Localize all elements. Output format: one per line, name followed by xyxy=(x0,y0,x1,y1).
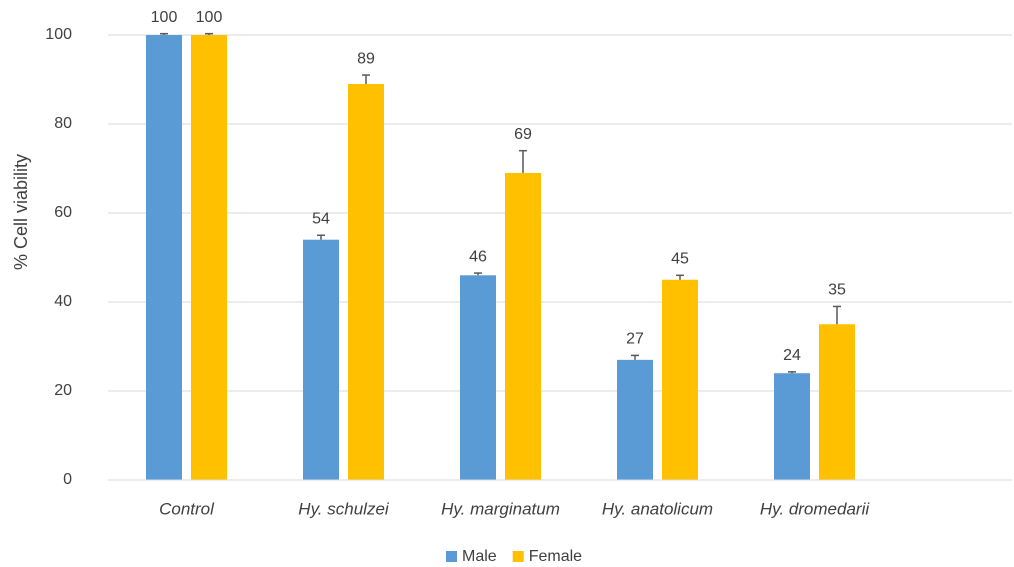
error-bar xyxy=(631,354,639,360)
bar xyxy=(303,239,339,480)
data-label: 24 xyxy=(783,347,801,364)
error-bar xyxy=(788,371,796,374)
x-tick-label: Hy. anatolicum xyxy=(602,499,713,518)
data-label: 45 xyxy=(671,251,689,268)
data-label: 54 xyxy=(312,210,330,227)
bar xyxy=(505,172,541,480)
x-tick-label: Hy. dromedarii xyxy=(760,499,870,518)
legend-swatch xyxy=(446,551,457,562)
bar xyxy=(617,359,653,480)
bar xyxy=(819,324,855,480)
y-tick-label: 20 xyxy=(54,382,72,399)
data-label: 27 xyxy=(626,331,644,348)
y-tick-label: 40 xyxy=(54,293,72,310)
error-bar xyxy=(205,32,213,35)
y-axis-title: % Cell viability xyxy=(11,154,31,270)
error-bar xyxy=(519,149,527,173)
legend-label: Male xyxy=(462,548,497,565)
error-bar xyxy=(676,274,684,280)
bar xyxy=(146,35,182,480)
x-tick-label: Control xyxy=(159,499,215,518)
bar xyxy=(191,35,227,480)
bar xyxy=(662,279,698,480)
legend-label: Female xyxy=(529,548,582,565)
bar xyxy=(460,275,496,480)
x-tick-label: Hy. schulzei xyxy=(298,499,390,518)
data-label: 46 xyxy=(469,248,487,265)
error-bar xyxy=(474,272,482,276)
data-label: 100 xyxy=(151,9,178,26)
data-label: 89 xyxy=(357,50,375,67)
data-label: 69 xyxy=(514,126,532,143)
y-tick-label: 80 xyxy=(54,115,72,132)
legend-swatch xyxy=(512,551,524,562)
x-tick-label: Hy. marginatum xyxy=(441,499,560,518)
y-tick-label: 60 xyxy=(54,204,72,221)
error-bar xyxy=(160,32,168,35)
error-bar xyxy=(317,234,325,240)
bar xyxy=(348,83,384,480)
y-tick-label: 0 xyxy=(63,471,72,488)
y-tick-label: 100 xyxy=(45,26,72,43)
error-bar xyxy=(362,74,370,84)
data-label: 35 xyxy=(828,282,846,299)
bar xyxy=(774,373,810,480)
error-bar xyxy=(833,305,841,325)
data-label: 100 xyxy=(196,9,223,26)
